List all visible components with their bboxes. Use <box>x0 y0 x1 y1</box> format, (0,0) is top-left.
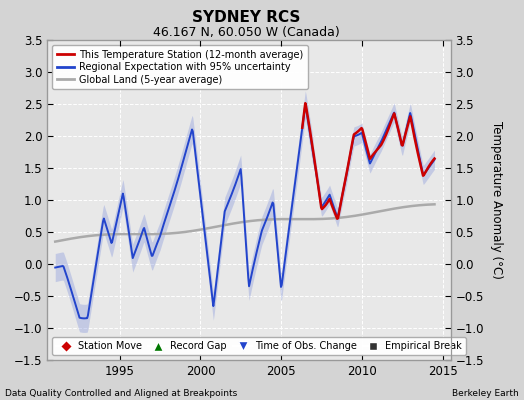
Text: SYDNEY RCS: SYDNEY RCS <box>192 10 300 25</box>
Text: 46.167 N, 60.050 W (Canada): 46.167 N, 60.050 W (Canada) <box>153 26 340 39</box>
Text: Data Quality Controlled and Aligned at Breakpoints: Data Quality Controlled and Aligned at B… <box>5 389 237 398</box>
Legend: Station Move, Record Gap, Time of Obs. Change, Empirical Break: Station Move, Record Gap, Time of Obs. C… <box>52 337 466 355</box>
Y-axis label: Temperature Anomaly (°C): Temperature Anomaly (°C) <box>490 121 504 279</box>
Text: Berkeley Earth: Berkeley Earth <box>452 389 519 398</box>
